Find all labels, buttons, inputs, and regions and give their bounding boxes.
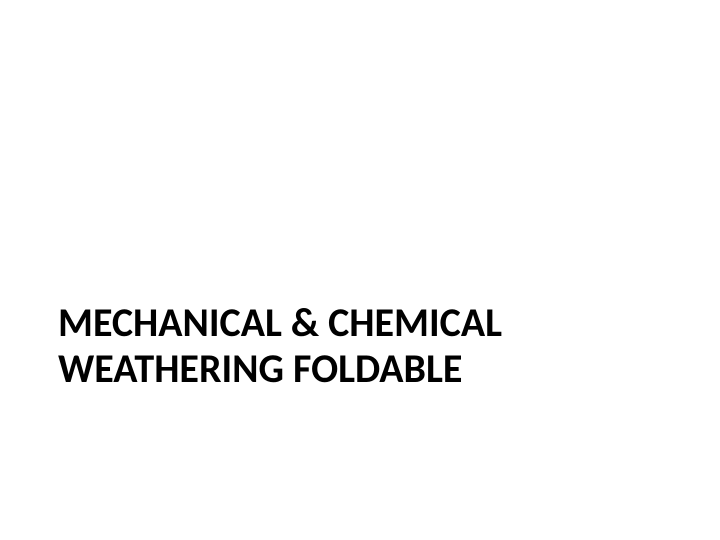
title-block: MECHANICAL & CHEMICAL WEATHERING FOLDABL… (58, 300, 658, 392)
slide-container: MECHANICAL & CHEMICAL WEATHERING FOLDABL… (0, 0, 720, 540)
title-line-2: WEATHERING FOLDABLE (58, 346, 658, 392)
title-line-1: MECHANICAL & CHEMICAL (58, 300, 658, 346)
